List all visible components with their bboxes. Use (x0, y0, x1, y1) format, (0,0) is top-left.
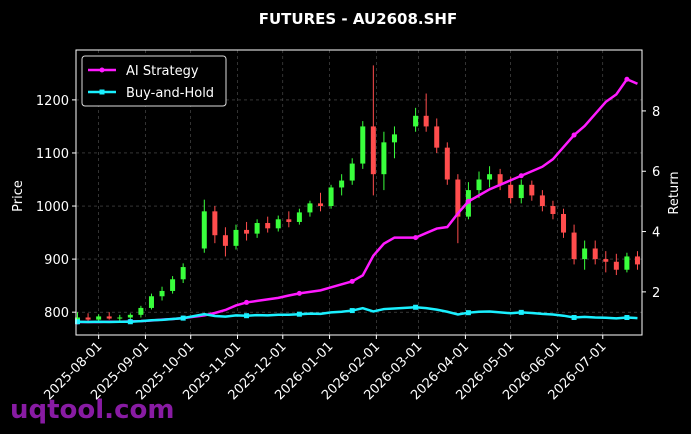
series-marker (349, 278, 355, 284)
chart-title: FUTURES - AU2608.SHF (259, 10, 458, 28)
y2-axis-label: Return (667, 171, 682, 214)
series-marker (244, 313, 250, 319)
candle-body (307, 203, 313, 213)
candle-body (148, 296, 154, 308)
series-marker (244, 299, 250, 305)
candle-body (603, 259, 609, 262)
series-marker (413, 235, 419, 241)
candle-body (381, 142, 387, 175)
candle-body (75, 317, 81, 321)
candle-body (244, 229, 250, 234)
series-marker (296, 311, 302, 317)
candle-body (444, 147, 450, 180)
series-marker (413, 304, 419, 310)
candle-body (318, 203, 324, 207)
series-marker (75, 319, 81, 325)
y-tick-label: 800 (44, 306, 69, 321)
candle-body (201, 211, 207, 249)
series-marker (518, 309, 524, 315)
legend-marker (99, 67, 105, 73)
candle-body (370, 126, 376, 175)
candle-body (455, 179, 461, 217)
candle-body (286, 219, 292, 222)
candle-body (476, 179, 482, 191)
series-marker (571, 315, 577, 321)
y2-tick-label: 4 (652, 226, 660, 241)
series-marker (624, 315, 630, 321)
series-marker (518, 173, 524, 179)
candle-body (518, 184, 524, 199)
candle-body (539, 195, 545, 207)
candle-body (624, 256, 630, 270)
candle-body (487, 174, 493, 180)
legend-box (81, 55, 227, 107)
candle-body (96, 316, 102, 320)
series-line (77, 306, 638, 324)
candle-body (180, 267, 186, 280)
candle-body (571, 232, 577, 260)
candle-body (106, 316, 112, 319)
candle-body (529, 184, 535, 196)
candle-body (349, 163, 355, 181)
candle-body (592, 248, 598, 260)
series-marker (296, 290, 302, 296)
candle-body (550, 206, 556, 214)
y-tick-label: 1100 (36, 147, 69, 162)
candle-body (170, 279, 176, 291)
candle-body (497, 174, 503, 185)
candle-body (254, 223, 260, 234)
series-marker (465, 198, 471, 204)
legend-label: AI Strategy (126, 64, 199, 79)
y-axis-label: Price (11, 180, 26, 212)
candle-body (212, 211, 218, 236)
legend-label: Buy-and-Hold (126, 86, 214, 101)
candle-body (117, 317, 123, 319)
y-tick-label: 1000 (36, 200, 69, 215)
y2-tick-label: 2 (652, 286, 660, 301)
series-marker (180, 315, 186, 321)
candle-body (296, 212, 302, 222)
legend-marker (99, 89, 105, 95)
series-marker (349, 308, 355, 314)
candle-body (265, 223, 271, 229)
y2-tick-label: 6 (652, 165, 660, 180)
candle-body (613, 261, 619, 270)
candle-body (434, 126, 440, 148)
series-marker (465, 310, 471, 316)
series-marker (127, 319, 133, 325)
candle-body (85, 317, 91, 320)
candle-body (275, 219, 281, 229)
candle-body (328, 187, 334, 207)
candle-body (159, 290, 165, 297)
watermark: uqtool.com (10, 395, 174, 425)
y2-tick-label: 8 (652, 105, 660, 120)
plot-frame (75, 49, 643, 336)
candle-body (561, 213, 567, 233)
candle-body (127, 314, 133, 318)
y-tick-label: 1200 (36, 94, 69, 109)
candle-body (508, 184, 514, 199)
series-line (77, 77, 638, 324)
candle-body (423, 115, 429, 127)
y-tick-label: 900 (44, 253, 69, 268)
series-marker (624, 76, 630, 82)
candle-body (233, 229, 239, 246)
candle-body (339, 180, 345, 188)
candle-body (360, 126, 366, 164)
candle-body (413, 115, 419, 127)
series-marker (571, 132, 577, 138)
candle-body (138, 307, 144, 315)
candle-body (634, 256, 640, 265)
candle-body (222, 235, 228, 246)
candle-body (582, 248, 588, 260)
candle-body (391, 134, 397, 143)
